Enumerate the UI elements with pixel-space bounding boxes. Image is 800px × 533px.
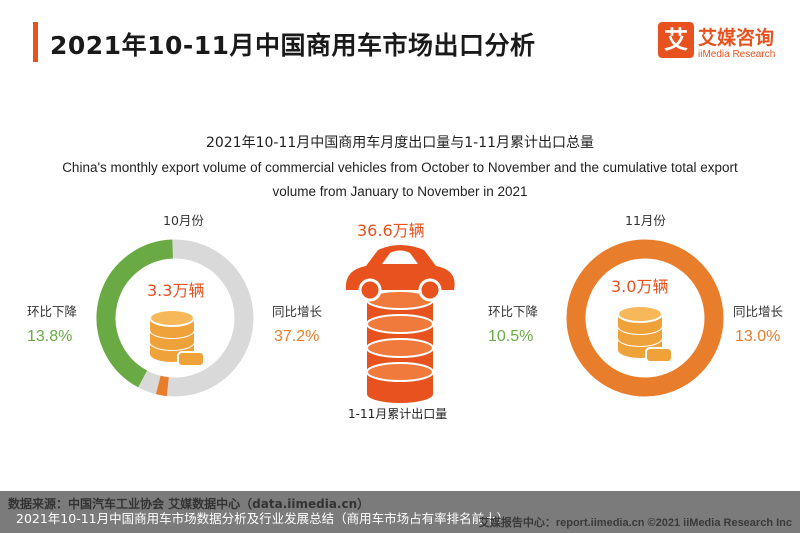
cumulative-value: 36.6万辆	[357, 221, 425, 240]
footer-caption: 2021年10-11月中国商用车市场数据分析及行业发展总结（商用车市场占有率排名…	[16, 511, 510, 526]
coin-bottom	[150, 334, 194, 350]
car-cumulative-icon	[345, 245, 455, 403]
footer-copyright: 艾媒报告中心：report.iimedia.cn ©2021 iiMedia R…	[478, 517, 792, 529]
november-month-label: 11月份	[625, 213, 666, 228]
car-window	[382, 250, 418, 264]
page-title: 2021年10-11月中国商用车市场出口分析	[50, 31, 536, 60]
ring-october-segment-green	[96, 239, 174, 388]
title-accent-bar	[33, 22, 38, 62]
ring-october	[96, 239, 254, 397]
november-yoy-value: 13.0%	[735, 328, 781, 345]
footer-source: 数据来源：中国汽车工业协会 艾媒数据中心（data.iimedia.cn）	[8, 497, 370, 511]
coin-stack-october-icon	[149, 309, 205, 367]
coin-stack-november-icon	[617, 305, 673, 363]
coin-top	[149, 309, 195, 327]
november-mom-value: 10.5%	[488, 328, 534, 345]
ring-november	[566, 239, 724, 397]
october-yoy-value: 37.2%	[274, 328, 320, 345]
ring-october-segment-orange	[156, 375, 169, 397]
cylinder-top	[366, 362, 434, 382]
october-volume: 3.3万辆	[147, 281, 205, 300]
cylinder-bottom	[367, 385, 433, 403]
logo-name-cn: 艾媒咨询	[698, 27, 775, 49]
cumulative-label: 1-11月累计出口量	[348, 407, 448, 421]
october-month-label: 10月份	[163, 213, 204, 228]
november-yoy-label: 同比增长	[733, 304, 784, 319]
cylinder-top	[366, 338, 434, 358]
coin-side	[645, 347, 673, 363]
chart-title-en: China's monthly export volume of commerc…	[62, 160, 738, 199]
logo-name-en: iiMedia Research	[698, 49, 776, 60]
coin-top	[617, 305, 663, 323]
coin-bottom	[618, 318, 662, 334]
brand-logo: 艾 艾媒咨询 iiMedia Research	[658, 22, 788, 66]
coin-side	[177, 351, 205, 367]
ring-november-segment-orange	[566, 239, 724, 397]
october-yoy-label: 同比增长	[272, 304, 323, 319]
cylinder-top	[366, 314, 434, 334]
october-mom-value: 13.8%	[27, 328, 73, 345]
october-mom-label: 环比下降	[27, 304, 78, 319]
november-volume: 3.0万辆	[611, 277, 669, 296]
chart-title-cn: 2021年10-11月中国商用车月度出口量与1-11月累计出口总量	[205, 135, 595, 151]
car-body	[345, 245, 455, 290]
logo-badge: 艾	[658, 22, 694, 58]
coin-bottom	[150, 322, 194, 338]
november-mom-label: 环比下降	[488, 304, 539, 319]
coin-bottom	[618, 330, 662, 346]
car-wheel-right	[418, 278, 442, 302]
footer-bar: 数据来源：中国汽车工业协会 艾媒数据中心（data.iimedia.cn） 20…	[0, 491, 800, 533]
car-wheel-left	[358, 278, 382, 302]
